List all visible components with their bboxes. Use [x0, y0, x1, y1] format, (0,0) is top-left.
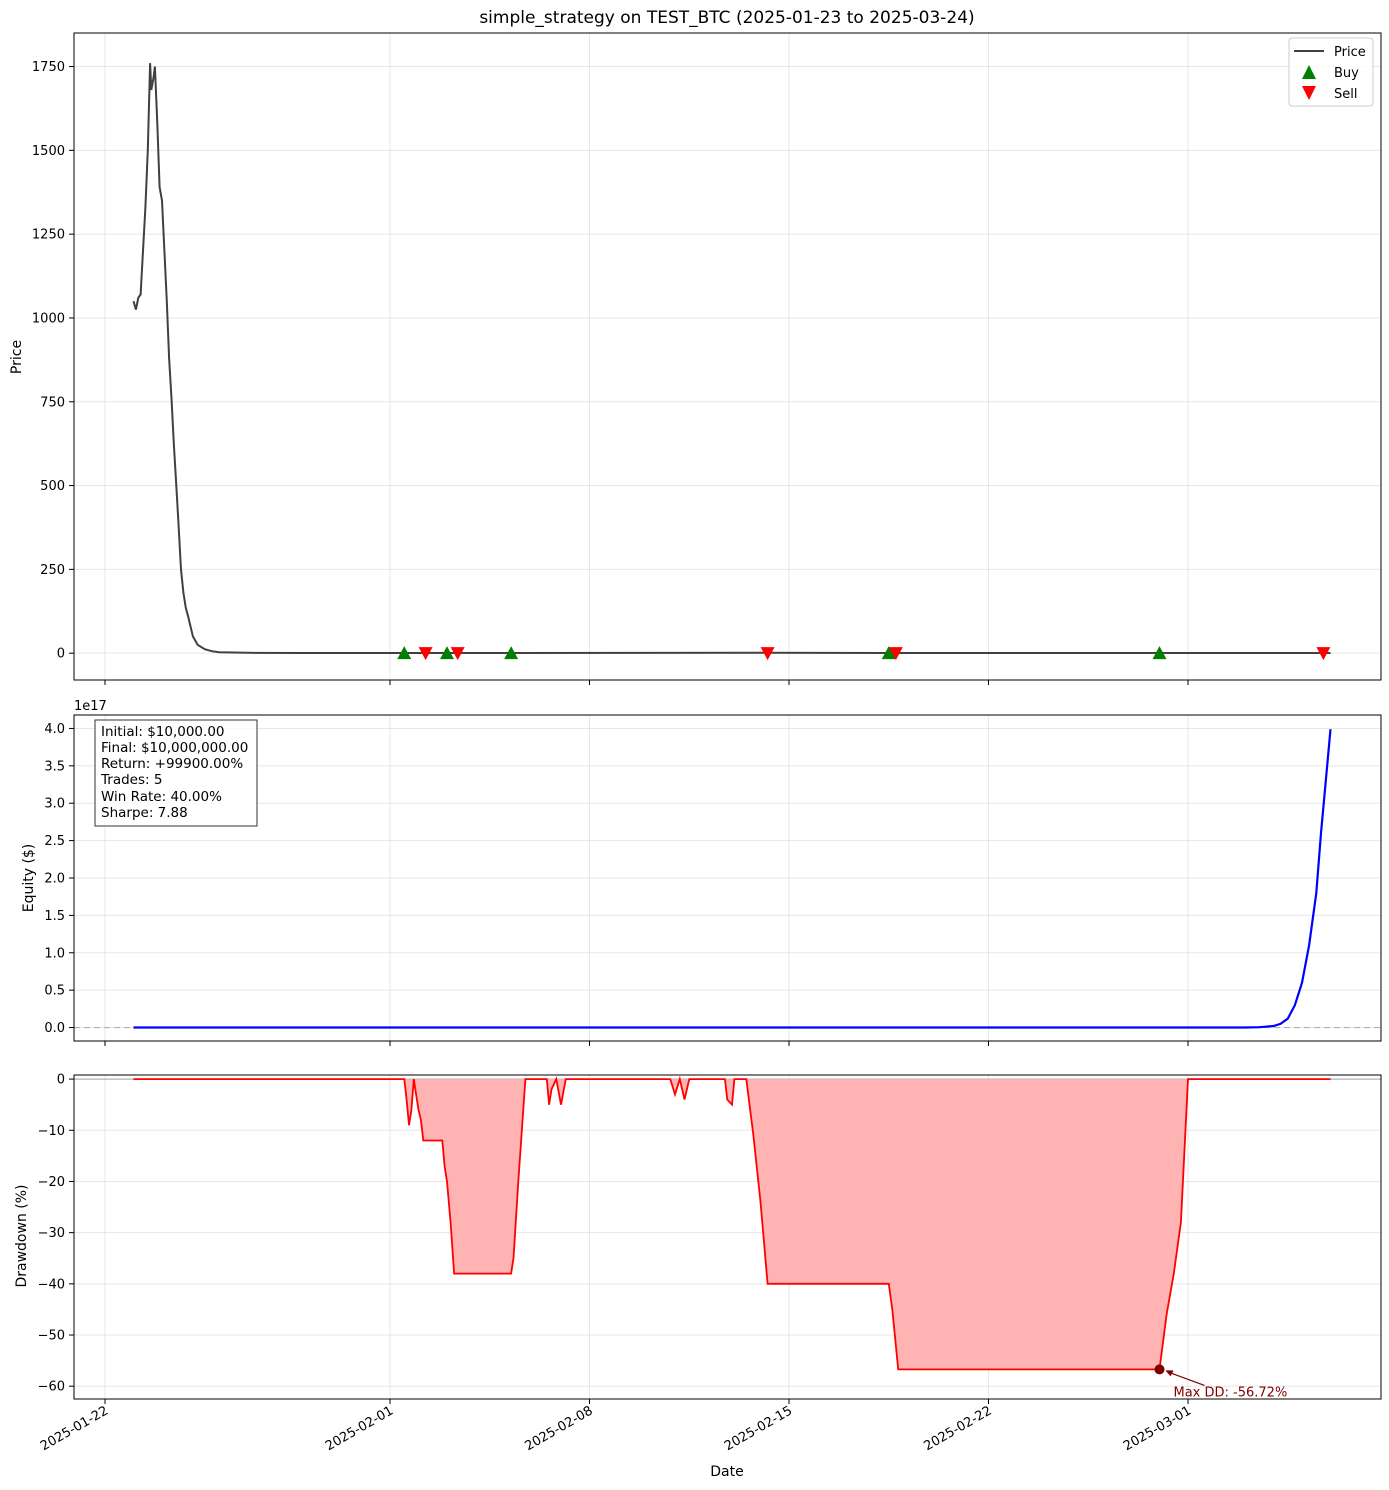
y-tick-label: 0.5 — [44, 984, 65, 999]
y-tick-label: −10 — [38, 1124, 65, 1139]
legend: Price Buy Sell — [1288, 37, 1374, 107]
y-tick-label: 1.5 — [44, 909, 65, 924]
y-tick-label: 0 — [57, 647, 65, 662]
y-tick-label: 750 — [40, 395, 65, 410]
x-tick-label: 2025-02-22 — [922, 1403, 995, 1454]
y-tick-label: 0 — [57, 1073, 65, 1088]
x-tick-label: 2025-02-08 — [523, 1403, 596, 1454]
buy-marker — [504, 646, 519, 660]
buy-marker — [1152, 646, 1167, 660]
legend-sell-label: Sell — [1334, 87, 1357, 102]
equity-panel: 0.0 0.5 1.0 1.5 2.0 2.5 3.0 3.5 4.0 — [44, 714, 1382, 1046]
max-drawdown-arrowhead — [1165, 1370, 1174, 1377]
grid — [74, 33, 1381, 680]
legend-price-label: Price — [1334, 45, 1366, 60]
drawdown-axis-label: Drawdown (%) — [14, 1184, 30, 1287]
y-tick-label: 250 — [40, 563, 65, 578]
y-tick-label: 1250 — [32, 228, 65, 243]
legend-buy-marker — [1302, 65, 1316, 79]
stats-initial: Initial: $10,000.00 — [101, 724, 225, 740]
axes-frame — [73, 714, 1382, 1042]
y-tick-label: −30 — [38, 1226, 65, 1241]
date-axis-label: Date — [710, 1464, 743, 1480]
x-tick-label: 2025-03-01 — [1121, 1403, 1194, 1454]
legend-buy-label: Buy — [1334, 66, 1359, 81]
axes-frame — [73, 1074, 1382, 1400]
y-tick-label: 4.0 — [44, 722, 65, 737]
equity-offset-label: 1e17 — [74, 699, 107, 714]
equity-line — [133, 729, 1332, 1029]
max-drawdown-marker — [1154, 1364, 1165, 1375]
axes-frame — [73, 32, 1382, 681]
max-drawdown-label: Max DD: -56.72% — [1174, 1385, 1288, 1400]
max-drawdown-arrow — [1166, 1370, 1205, 1386]
y-tick-label: 2.0 — [44, 872, 65, 887]
stats-final: Final: $10,000,000.00 — [101, 740, 248, 756]
price-axis-label: Price — [9, 340, 25, 374]
stats-sharpe: Sharpe: 7.88 — [101, 805, 188, 821]
y-tick-label: 1750 — [32, 60, 65, 75]
y-tick-label: −20 — [38, 1175, 65, 1190]
sell-marker — [1316, 647, 1331, 661]
drawdown-line — [133, 1075, 1331, 1371]
price-line — [132, 63, 1331, 654]
grid — [74, 715, 1381, 1041]
y-tick-label: 0.0 — [44, 1021, 65, 1036]
buy-marker — [440, 646, 454, 660]
max-drawdown-annotation: Max DD: -56.72% — [1154, 1364, 1288, 1400]
sell-marker — [888, 647, 903, 661]
y-tick-label: −50 — [38, 1329, 65, 1344]
x-tick-label: 2025-01-22 — [38, 1403, 111, 1454]
y-tick-label: 1000 — [32, 311, 65, 326]
y-tick-label: −40 — [38, 1277, 65, 1292]
legend-sell-marker — [1302, 86, 1316, 100]
stats-win-rate: Win Rate: 40.00% — [101, 789, 222, 805]
stats-box: Initial: $10,000.00 Final: $10,000,000.0… — [94, 719, 258, 827]
stats-return: Return: +99900.00% — [101, 756, 243, 772]
y-tick-label: 500 — [40, 479, 65, 494]
y-tick-label: 3.0 — [44, 797, 65, 812]
y-tick-label: 1500 — [32, 144, 65, 159]
x-tick-label: 2025-02-01 — [323, 1403, 396, 1454]
sell-marker — [760, 647, 775, 661]
y-tick-label: 3.5 — [44, 759, 65, 774]
buy-marker — [397, 646, 412, 660]
x-tick-label: 2025-02-15 — [722, 1403, 795, 1454]
equity-axis-label: Equity ($) — [21, 844, 37, 913]
drawdown-area — [133, 1079, 1331, 1370]
chart-title: simple_strategy on TEST_BTC (2025-01-23 … — [479, 8, 974, 28]
sell-marker — [450, 647, 465, 661]
price-panel: 0 250 500 750 1000 1250 1500 1750 — [32, 32, 1382, 685]
buy-marker — [881, 646, 896, 660]
sell-marker — [418, 647, 433, 661]
y-tick-label: −60 — [38, 1380, 65, 1395]
y-tick-label: 2.5 — [44, 834, 65, 849]
y-tick-label: 1.0 — [44, 946, 65, 961]
stats-trades: Trades: 5 — [100, 772, 162, 788]
